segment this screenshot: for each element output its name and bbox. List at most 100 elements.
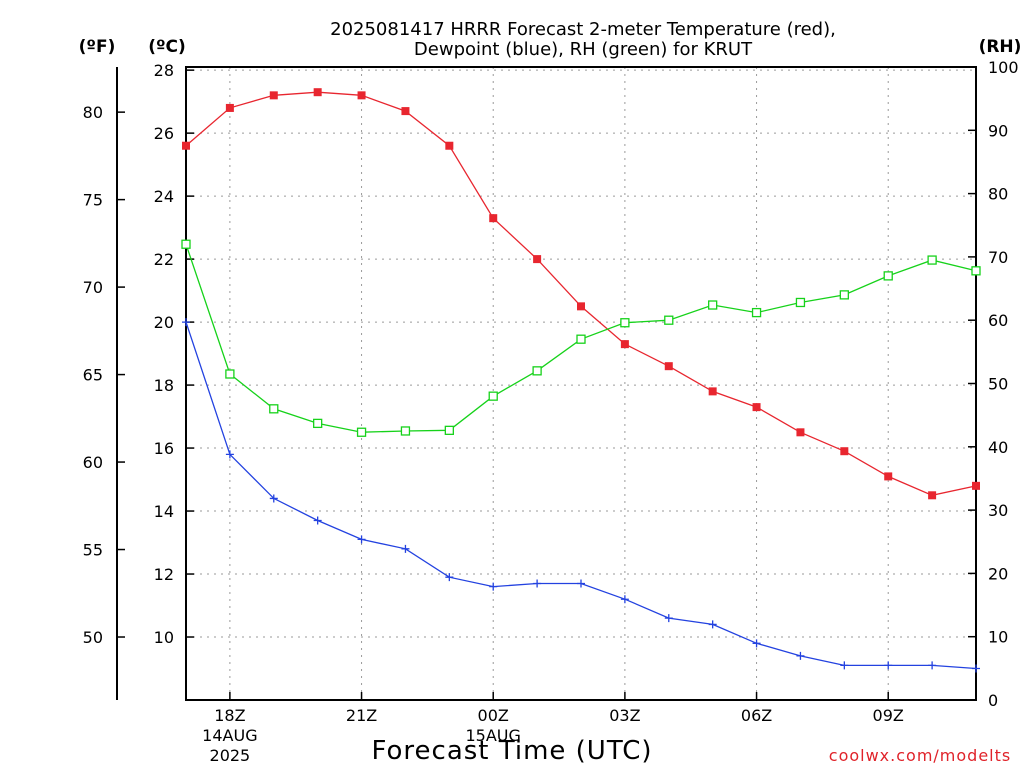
celsius-tick-label: 10 xyxy=(154,628,174,647)
rh-tick-label: 40 xyxy=(988,438,1008,457)
dewpoint-point xyxy=(928,661,937,670)
gridlines xyxy=(186,67,976,700)
rh-point xyxy=(269,404,279,414)
rh-point xyxy=(400,426,411,436)
fahrenheit-tick-label: 65 xyxy=(83,366,103,385)
dewpoint-point xyxy=(708,620,717,629)
rh-tick-label: 0 xyxy=(988,691,998,710)
rh-point xyxy=(620,318,630,328)
rh-point xyxy=(795,297,806,308)
dewpoint-point xyxy=(884,661,893,670)
dewpoint-point xyxy=(840,661,849,670)
x-tick-label: 09Z xyxy=(873,706,904,725)
rh-tick-label: 10 xyxy=(988,628,1008,647)
rh-point xyxy=(576,334,586,344)
temperature-point xyxy=(225,103,234,112)
rh-point xyxy=(532,366,542,376)
fahrenheit-tick-label: 55 xyxy=(83,541,103,560)
celsius-tick-label: 22 xyxy=(154,250,174,269)
rh-point xyxy=(181,239,191,249)
dewpoint-point xyxy=(357,535,366,544)
temperature-point xyxy=(620,340,629,349)
dewpoint-point xyxy=(577,579,585,588)
temperature-point xyxy=(928,491,937,500)
plot-frame xyxy=(185,66,977,701)
dewpoint-point xyxy=(796,651,805,660)
rh-tick-label: 20 xyxy=(988,564,1008,583)
temperature-point xyxy=(182,141,190,150)
rh-point xyxy=(708,300,718,310)
x-tick-label: 00Z xyxy=(478,706,509,725)
temperature-point xyxy=(840,447,849,456)
dewpoint-point xyxy=(225,450,234,459)
celsius-tick-label: 14 xyxy=(154,502,174,521)
x-tick-date-label: 14AUG xyxy=(202,726,257,745)
dewpoint-point xyxy=(313,516,322,525)
temperature-point xyxy=(357,91,366,100)
rh-point xyxy=(444,425,454,435)
dewpoint-point xyxy=(620,595,629,604)
dewpoint-point xyxy=(533,579,542,588)
rh-point xyxy=(225,369,235,379)
rh-tick-label: 100 xyxy=(988,58,1019,77)
celsius-tick-label: 28 xyxy=(154,61,174,80)
rh-point xyxy=(488,391,498,401)
rh-point xyxy=(971,266,981,276)
chart-title-line1: 2025081417 HRRR Forecast 2-meter Tempera… xyxy=(330,19,836,40)
temperature-point xyxy=(401,107,410,116)
rh-point xyxy=(664,315,674,325)
x-tick-year-label: 2025 xyxy=(210,746,251,765)
rh-unit-label: (RH) xyxy=(979,37,1022,57)
temperature-point xyxy=(445,141,454,150)
fahrenheit-tick-label: 70 xyxy=(83,278,103,297)
credit-link[interactable]: coolwx.com/modelts xyxy=(829,746,1011,765)
dewpoint-line xyxy=(185,321,977,670)
temperature-point xyxy=(796,428,805,437)
fahrenheit-unit-label: (ºF) xyxy=(79,37,116,57)
rh-tick-label: 80 xyxy=(988,185,1008,204)
celsius-tick-label: 24 xyxy=(154,187,174,206)
temperature-point xyxy=(664,362,673,371)
dewpoint-point xyxy=(269,494,278,503)
rh-point xyxy=(751,307,762,318)
dewpoint-point xyxy=(752,639,761,648)
celsius-tick-label: 20 xyxy=(154,313,174,332)
rh-tick-label: 60 xyxy=(988,311,1008,330)
rh-point xyxy=(927,255,937,265)
temperature-point xyxy=(752,403,761,412)
temperature-point xyxy=(577,302,585,311)
series-group xyxy=(181,88,981,673)
celsius-tick-label: 18 xyxy=(154,376,174,395)
celsius-unit-label: (ºC) xyxy=(148,37,186,57)
x-axis-title: Forecast Time (UTC) xyxy=(371,736,652,766)
rh-tick-label: 90 xyxy=(988,121,1008,140)
temperature-point xyxy=(313,88,322,97)
dewpoint-point xyxy=(489,582,498,591)
temperature-point xyxy=(533,255,542,264)
fahrenheit-tick-label: 75 xyxy=(83,191,103,210)
fahrenheit-tick-label: 60 xyxy=(83,453,103,472)
dewpoint-point xyxy=(182,318,190,327)
dewpoint-point xyxy=(664,614,673,623)
rh-point xyxy=(839,290,849,300)
chart-title-line2: Dewpoint (blue), RH (green) for KRUT xyxy=(414,39,753,60)
rh-point xyxy=(356,427,367,437)
temperature-point xyxy=(269,91,278,100)
temperature-line xyxy=(185,91,977,496)
x-tick-label: 06Z xyxy=(741,706,772,725)
celsius-tick-label: 12 xyxy=(154,565,174,584)
temperature-point xyxy=(972,481,980,490)
x-tick-label: 03Z xyxy=(609,706,640,725)
rh-tick-label: 70 xyxy=(988,248,1008,267)
fahrenheit-tick-label: 80 xyxy=(83,103,103,122)
dewpoint-point xyxy=(445,573,454,582)
rh-tick-label: 50 xyxy=(988,375,1008,394)
temperature-point xyxy=(489,214,498,223)
fahrenheit-tick-label: 50 xyxy=(83,628,103,647)
x-tick-date-label: 15AUG xyxy=(466,726,521,745)
rh-point xyxy=(883,271,893,281)
temperature-point xyxy=(708,387,717,396)
temperature-point xyxy=(884,472,893,481)
